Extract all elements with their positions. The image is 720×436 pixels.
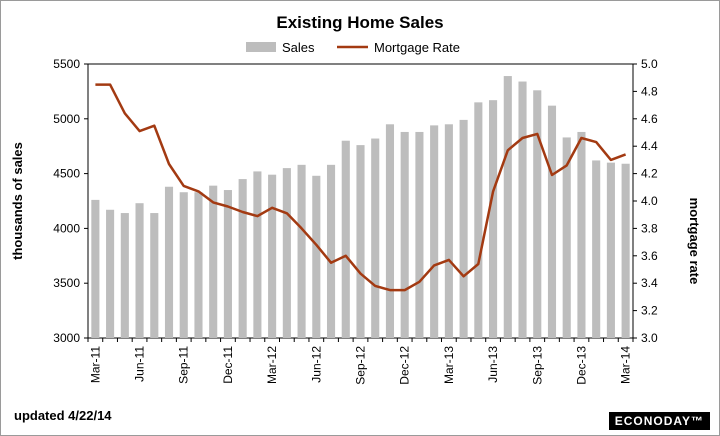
x-axis-tick-label: Dec-13 [574,346,588,385]
legend-label-mortgage-rate: Mortgage Rate [374,40,460,55]
sales-bar [326,164,336,338]
right-axis-tick-label: 5.0 [641,57,658,71]
sales-bar [223,190,232,338]
updated-date: updated 4/22/14 [14,408,112,423]
right-axis-tick-label: 4.6 [641,112,658,126]
sales-bar [371,138,380,338]
right-axis-tick-label: 3.0 [641,331,658,345]
sales-bar [592,160,601,338]
x-axis-tick-label: Mar-12 [265,346,279,384]
x-axis-tick-label: Dec-11 [221,346,235,384]
sales-bar [164,186,174,338]
sales-bar [606,162,615,338]
left-axis-title: thousands of sales [10,142,25,260]
sales-bar [209,185,218,338]
x-axis-tick-label: Jun-12 [309,346,323,383]
sales-bar [444,124,453,338]
right-axis-tick-label: 3.2 [641,304,658,318]
sales-bar [474,102,483,338]
x-axis-tick-label: Mar-13 [442,346,456,384]
x-axis-tick-label: Mar-11 [88,346,102,383]
econoday-logo: ECONODAY™ [608,412,710,430]
sales-bar [312,175,321,338]
sales-bar [106,209,115,338]
sales-bar [356,145,365,338]
chart-title: Existing Home Sales [276,13,443,32]
legend-label-sales: Sales [282,40,315,55]
x-axis-tick-label: Sep-12 [354,346,368,385]
sales-bar [297,164,306,338]
right-axis-tick-label: 4.8 [641,84,658,98]
right-axis-tick-label: 4.4 [641,139,658,153]
x-axis-tick-label: Jun-13 [486,346,500,383]
right-axis-tick-label: 3.4 [641,276,658,290]
sales-bar [459,119,468,338]
sales-bar [430,125,439,338]
left-axis-tick-label: 4500 [53,167,80,181]
x-axis-tick-label: Dec-12 [398,346,412,385]
sales-bar [385,124,395,338]
x-axis-tick-label: Jun-11 [133,346,147,382]
sales-bar [91,199,100,338]
right-axis-tick-label: 3.6 [641,249,658,263]
sales-bar [253,171,262,338]
sales-bar [518,81,527,338]
mortgage-rate-line [95,83,627,292]
legend-swatch-sales [246,42,276,52]
sales-bar [150,213,159,338]
left-axis-tick-label: 5000 [53,112,80,126]
sales-bar [415,131,424,338]
right-axis-tick-label: 4.2 [641,167,658,181]
sales-bar [268,174,277,338]
left-axis-tick-label: 3000 [53,331,80,345]
sales-bar [577,131,586,338]
sales-bar [533,90,542,338]
x-axis-tick-label: Sep-11 [177,346,191,384]
sales-bar [194,192,203,338]
sales-bar [489,100,498,338]
sales-bar [503,76,512,338]
x-axis-tick-label: Mar-14 [619,346,633,384]
sales-bar [400,131,409,338]
sales-bar [120,213,129,338]
sales-bar [621,163,630,338]
x-axis-tick-label: Sep-13 [530,346,544,385]
sales-bar [135,203,144,338]
sales-bar [341,140,350,338]
left-axis-tick-label: 4000 [53,221,80,235]
sales-bar [179,192,188,338]
right-axis-title: mortgage rate [687,198,702,285]
left-axis-tick-label: 3500 [53,276,80,290]
right-axis-tick-label: 4.0 [641,194,658,208]
sales-bar [282,168,291,338]
sales-bar [238,179,247,338]
left-axis-tick-label: 5500 [53,57,80,71]
right-axis-tick-label: 3.8 [641,221,658,235]
sales-bar [547,105,557,338]
sales-bar [562,137,571,338]
